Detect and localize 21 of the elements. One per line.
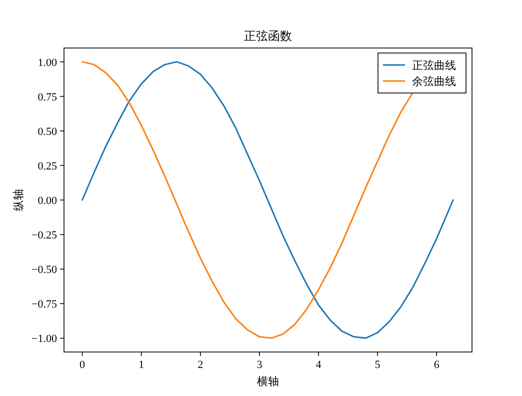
y-axis-title: 纵轴 xyxy=(12,189,25,211)
legend-label: 正弦曲线 xyxy=(412,59,456,72)
y-tick-label: 0.75 xyxy=(38,91,58,104)
y-tick-label: 0.25 xyxy=(38,160,58,172)
x-tick-label: 2 xyxy=(198,359,204,371)
y-tick-label: 1.00 xyxy=(38,56,58,69)
y-tick-label: −0.25 xyxy=(32,230,58,242)
x-tick-label: 1 xyxy=(138,359,144,371)
legend-label: 余弦曲线 xyxy=(412,75,456,88)
y-tick-label: −0.75 xyxy=(32,298,58,311)
y-tick-label: 0.50 xyxy=(38,126,58,138)
x-tick-label: 4 xyxy=(316,359,322,371)
x-tick-label: 0 xyxy=(80,359,86,371)
y-tick-label: −0.50 xyxy=(32,264,58,276)
x-axis-title: 横轴 xyxy=(257,375,279,388)
x-tick-label: 5 xyxy=(374,359,381,371)
chart-title: 正弦函数 xyxy=(244,29,292,43)
x-tick-label: 6 xyxy=(434,359,440,371)
x-tick-label: 3 xyxy=(256,359,263,371)
y-tick-label: 0.00 xyxy=(38,195,58,207)
y-tick-label: −1.00 xyxy=(32,333,58,346)
